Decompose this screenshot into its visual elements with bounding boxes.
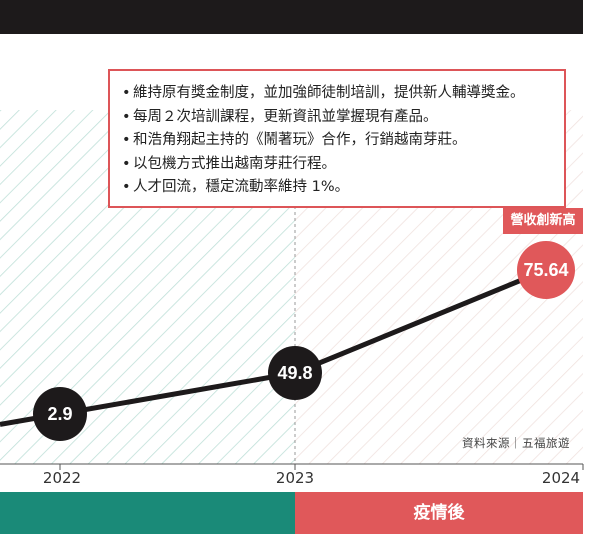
bullet-icon: • <box>122 155 131 172</box>
top-header-bar <box>0 0 583 34</box>
note-item: • 以包機方式推出越南芽莊行程。 <box>122 153 556 177</box>
note-text: 人才回流，穩定流動率維持 1%。 <box>133 179 350 196</box>
data-label-2023: 49.8 <box>277 363 312 383</box>
strategy-notes-box: • 維持原有獎金制度，並加強師徒制培訓，提供新人輔導獎金。 • 每周２次培訓課程，更… <box>108 69 566 208</box>
data-point-2022 <box>33 387 87 441</box>
note-text: 維持原有獎金制度，並加強師徒制培訓，提供新人輔導獎金。 <box>133 85 525 101</box>
bullet-icon: • <box>122 108 131 125</box>
x-tick-label-2023: 2023 <box>275 469 315 487</box>
revenue-series-line <box>0 267 547 427</box>
note-text: 以包機方式推出越南芽莊行程。 <box>133 155 336 172</box>
bullet-icon: • <box>122 85 131 101</box>
note-item: • 每周２次培訓課程，更新資訊並掌握現有產品。 <box>122 106 556 130</box>
record-revenue-badge: 營收創新高 <box>503 208 583 234</box>
pre-covid-band <box>0 492 295 534</box>
data-point-2024 <box>517 241 575 299</box>
note-item: • 人才回流，穩定流動率維持 1%。 <box>122 176 556 200</box>
data-point-2023 <box>268 346 322 400</box>
note-item: • 維持原有獎金制度，並加強師徒制培訓，提供新人輔導獎金。 <box>122 82 556 106</box>
note-text: 每周２次培訓課程，更新資訊並掌握現有產品。 <box>133 108 438 125</box>
x-tick-label-2024: 2024 <box>541 469 581 487</box>
source-credit: 資料來源｜五福旅遊 <box>462 436 570 450</box>
note-text: 和浩角翔起主持的《鬧著玩》合作，行銷越南芽莊。 <box>133 132 467 149</box>
bullet-icon: • <box>122 132 131 149</box>
note-item: • 和浩角翔起主持的《鬧著玩》合作，行銷越南芽莊。 <box>122 129 556 153</box>
data-label-2022: 2.9 <box>47 404 72 424</box>
bullet-icon: • <box>122 179 131 196</box>
data-label-2024: 75.64 <box>523 260 568 280</box>
x-tick-label-2022: 2022 <box>42 469 82 487</box>
post-covid-band: 疫情後 <box>295 492 583 534</box>
